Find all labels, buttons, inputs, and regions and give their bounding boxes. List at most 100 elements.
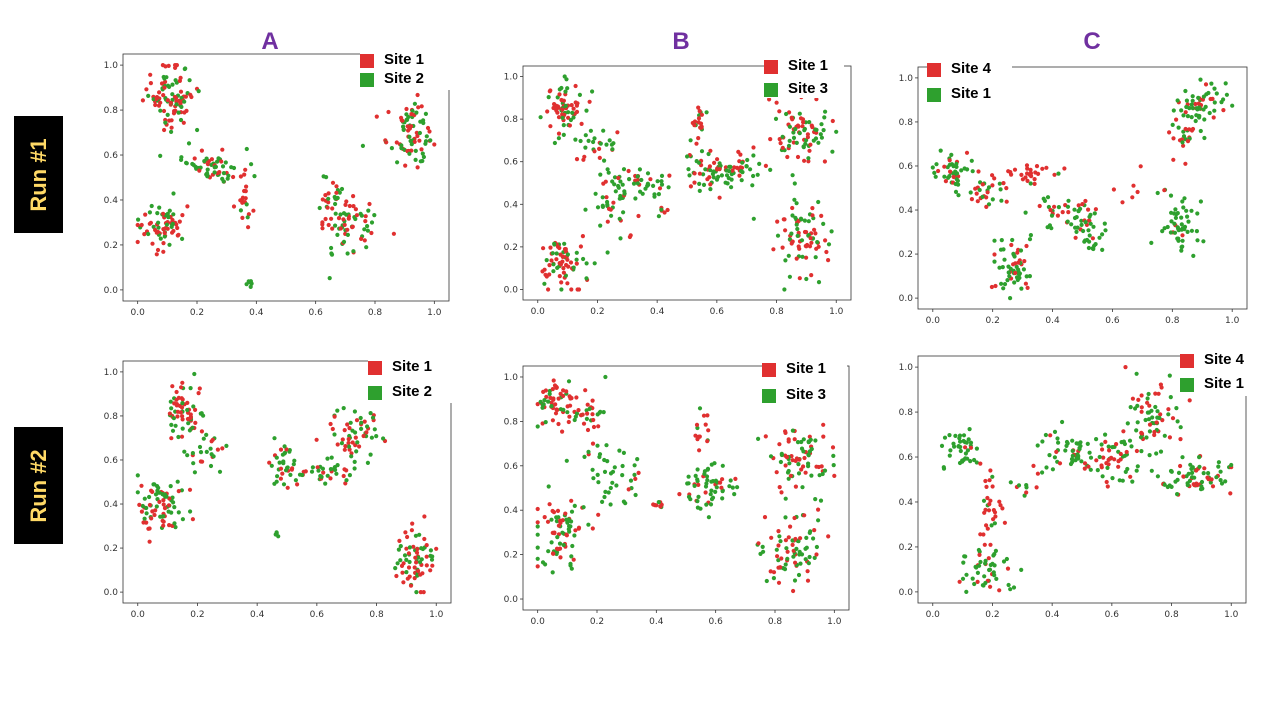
scatter-point-red	[798, 536, 803, 541]
scatter-point-red	[179, 385, 184, 390]
scatter-point-red	[762, 515, 768, 520]
scatter-point-green	[602, 158, 607, 163]
scatter-point-red	[733, 476, 738, 481]
scatter-point-red	[788, 473, 793, 478]
scatter-point-green	[822, 115, 827, 120]
scatter-point-green	[789, 231, 794, 236]
scatter-point-green	[365, 224, 370, 229]
scatter-point-red	[1114, 442, 1119, 447]
scatter-point-red	[188, 92, 193, 97]
scatter-point-red	[1005, 566, 1011, 571]
scatter-point-green	[176, 110, 181, 115]
scatter-point-red	[143, 212, 148, 217]
scatter-point-red	[814, 97, 819, 102]
scatter-point-green	[555, 535, 560, 540]
scatter-point-red	[176, 232, 181, 237]
scatter-point-green	[166, 509, 171, 514]
scatter-point-red	[409, 112, 414, 117]
scatter-point-green	[962, 166, 967, 171]
scatter-point-red	[564, 532, 569, 537]
scatter-point-red	[580, 234, 585, 239]
scatter-point-red	[1228, 491, 1233, 496]
scatter-point-green	[1174, 212, 1179, 217]
scatter-point-green	[280, 452, 285, 457]
scatter-point-green	[631, 181, 637, 186]
y-tick-label: 0.8	[899, 408, 914, 418]
scatter-point-red	[1054, 449, 1059, 454]
scatter-point-red	[541, 246, 546, 251]
scatter-point-green	[1063, 448, 1068, 453]
x-tick-label: 0.8	[1164, 610, 1179, 620]
scatter-point-red	[1130, 195, 1135, 200]
scatter-point-green	[135, 490, 140, 495]
scatter-point-red	[411, 544, 416, 549]
scatter-point-green	[697, 406, 703, 411]
scatter-point-green	[1190, 475, 1195, 480]
scatter-point-red	[335, 442, 340, 447]
scatter-point-green	[1167, 373, 1172, 378]
scatter-point-green	[1016, 483, 1022, 488]
scatter-point-green	[1183, 88, 1188, 94]
scatter-point-red	[936, 168, 941, 174]
scatter-point-red	[579, 121, 584, 126]
scatter-point-green	[659, 207, 664, 212]
scatter-point-green	[399, 143, 404, 148]
scatter-point-red	[977, 552, 982, 557]
scatter-point-red	[1025, 285, 1030, 290]
scatter-point-red	[178, 410, 183, 415]
scatter-point-green	[632, 463, 637, 468]
scatter-point-red	[1034, 164, 1040, 169]
scatter-point-red	[173, 96, 179, 101]
scatter-point-green	[569, 554, 574, 559]
scatter-point-green	[800, 485, 805, 490]
scatter-point-green	[1216, 460, 1221, 465]
scatter-point-green	[748, 167, 753, 172]
scatter-point-green	[1214, 475, 1219, 480]
scatter-point-green	[136, 217, 141, 222]
scatter-point-green	[1088, 467, 1093, 472]
scatter-point-red	[1037, 203, 1042, 209]
scatter-point-green	[248, 284, 253, 289]
scatter-point-green	[1176, 470, 1182, 475]
scatter-point-green	[791, 135, 797, 140]
scatter-point-red	[969, 197, 974, 202]
legend-swatch-red	[764, 60, 778, 74]
x-tick-label: 0.2	[985, 610, 999, 620]
scatter-point-red	[344, 199, 349, 204]
scatter-point-red	[1128, 474, 1133, 479]
scatter-point-red	[1099, 463, 1104, 468]
scatter-point-red	[1183, 110, 1188, 115]
scatter-point-green	[806, 561, 811, 566]
scatter-point-green	[819, 135, 824, 140]
scatter-point-red	[774, 470, 779, 475]
scatter-point-red	[553, 402, 558, 407]
scatter-point-red	[343, 444, 348, 449]
scatter-point-green	[325, 473, 330, 478]
scatter-point-red	[341, 473, 346, 479]
scatter-point-red	[991, 517, 996, 522]
legend-swatch-green	[360, 73, 374, 87]
scatter-point-green	[685, 481, 690, 486]
scatter-point-green	[595, 472, 600, 477]
scatter-point-green	[1006, 582, 1011, 588]
scatter-point-green	[961, 560, 966, 565]
scatter-point-green	[372, 427, 377, 432]
scatter-point-red	[542, 515, 547, 520]
scatter-plot-run1-c: 0.0 0.2 0.4 0.6 0.8 1.00.00.20.40.60.81.0	[899, 66, 1248, 326]
scatter-point-green	[1021, 267, 1026, 272]
scatter-point-green	[750, 183, 755, 188]
scatter-point-green	[583, 145, 588, 150]
scatter-point-green	[592, 136, 597, 141]
scatter-point-green	[659, 173, 665, 178]
scatter-point-green	[792, 197, 797, 202]
scatter-point-red	[346, 437, 351, 442]
scatter-point-green	[561, 123, 566, 128]
scatter-point-red	[1131, 183, 1136, 188]
scatter-point-green	[1050, 467, 1055, 472]
scatter-point-red	[345, 227, 350, 232]
scatter-point-green	[1199, 479, 1205, 485]
y-tick-label: 0.2	[504, 551, 518, 561]
scatter-point-green	[216, 156, 221, 161]
scatter-point-red	[326, 222, 331, 228]
scatter-point-green	[423, 141, 428, 146]
